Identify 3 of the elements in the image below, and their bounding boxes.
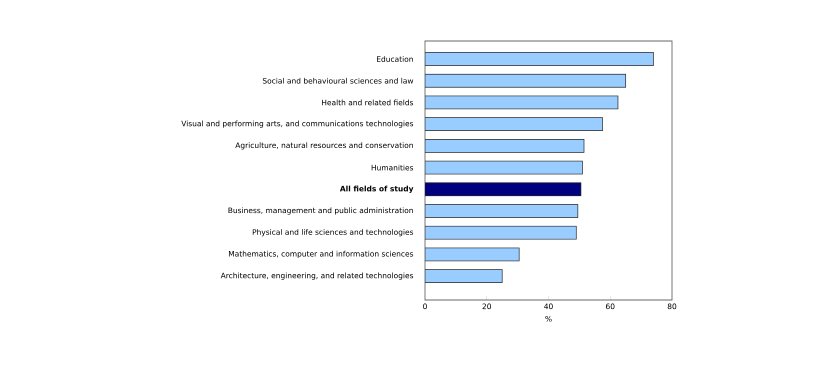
bar bbox=[425, 139, 584, 153]
bar bbox=[425, 269, 503, 283]
bar bbox=[425, 52, 654, 66]
